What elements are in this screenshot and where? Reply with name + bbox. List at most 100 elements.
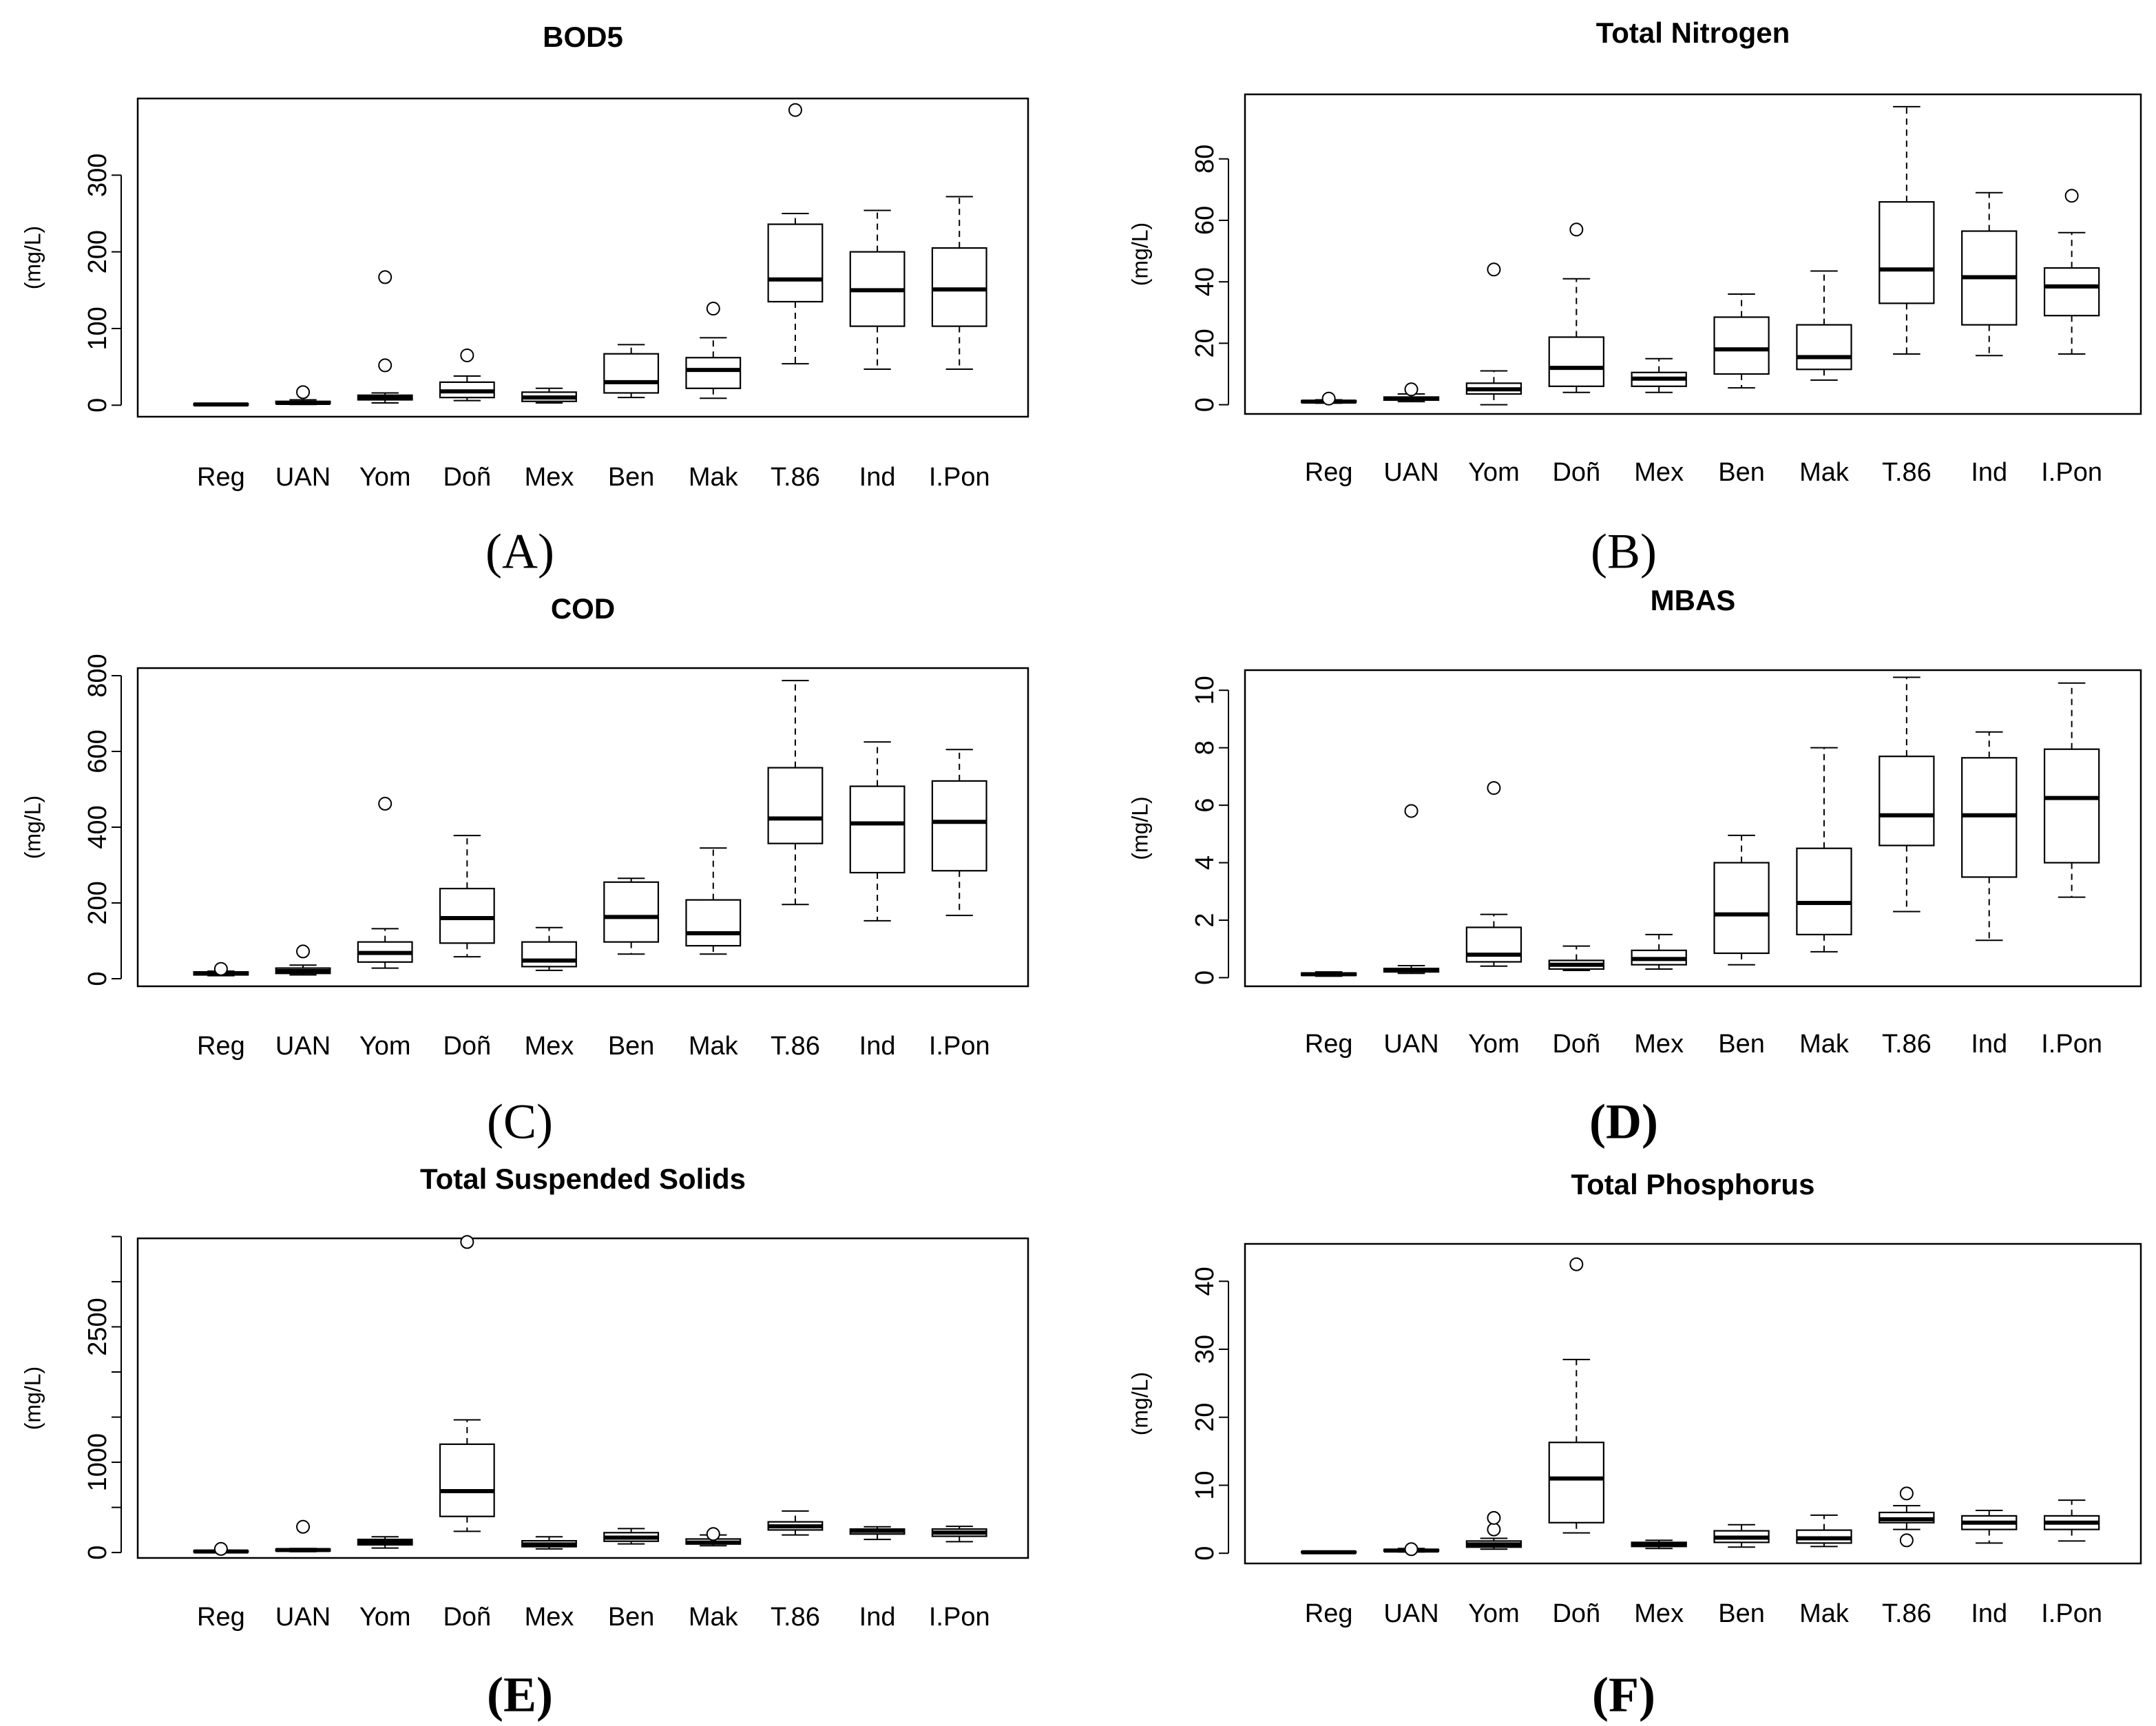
x-tick-label: Mak (1799, 458, 1850, 487)
y-tick-label: 60 (1191, 206, 1220, 235)
y-tick-label: 20 (1191, 1403, 1220, 1432)
box-I.Pon (931, 749, 987, 917)
box-Ind (849, 741, 906, 922)
y-tick-label: 8 (1191, 740, 1220, 755)
plot-frame (136, 97, 1029, 418)
box-Mex (521, 1536, 577, 1550)
box-I.Pon (931, 196, 987, 370)
x-tick-label: Mex (525, 463, 574, 492)
box-T.86 (767, 1510, 824, 1536)
box-T.86 (1878, 1486, 1935, 1548)
x-tick-label: UAN (275, 1032, 331, 1061)
box-Yom (1465, 781, 1522, 967)
plot-frame (136, 1237, 1029, 1559)
box-iqr (1713, 862, 1770, 955)
outlier-point (1899, 1533, 1914, 1548)
y-tick-label: 400 (83, 805, 112, 849)
box-Mak (1796, 270, 1852, 381)
outlier-point (788, 103, 802, 117)
box-iqr (767, 767, 824, 844)
box-iqr (1548, 1442, 1604, 1524)
x-tick-label: Ben (1718, 1599, 1765, 1628)
x-tick-label: I.Pon (2041, 458, 2102, 487)
box-iqr (2043, 748, 2100, 864)
box-iqr (767, 223, 824, 303)
y-tick-label: 2500 (83, 1298, 112, 1356)
x-tick-label: Reg (197, 1603, 245, 1632)
x-tick-label: T.86 (771, 1603, 820, 1632)
plot-frame (136, 667, 1029, 988)
box-iqr (849, 785, 906, 874)
panel-caption: (C) (487, 1094, 553, 1150)
box-Ben (603, 344, 660, 399)
y-tick-label: 800 (83, 654, 112, 697)
box-Reg (1300, 971, 1357, 977)
panel-caption: (E) (487, 1667, 553, 1723)
box-iqr (1548, 336, 1604, 387)
box-Mex (1631, 1539, 1687, 1550)
box-iqr (1713, 316, 1770, 375)
box-Doñ (1548, 222, 1604, 393)
y-axis-label: (mg/L) (20, 796, 45, 859)
box-Mex (521, 926, 577, 971)
y-tick-label: 20 (1191, 329, 1220, 357)
outlier-point (1899, 1486, 1914, 1501)
box-iqr (603, 353, 660, 394)
box-Mak (685, 847, 742, 955)
box-T.86 (1878, 676, 1935, 913)
x-tick-label: Mex (1634, 458, 1684, 487)
y-tick-label: 2 (1191, 913, 1220, 927)
box-I.Pon (2043, 189, 2100, 355)
box-iqr (2043, 267, 2100, 317)
x-tick-label: Mak (689, 463, 739, 492)
y-tick-label: 0 (1191, 397, 1220, 412)
box-iqr (603, 881, 660, 943)
box-Mak (685, 302, 742, 399)
x-tick-label: Ben (608, 1603, 655, 1632)
panel-A: BOD5 0 100 200 300 (mg/L) Reg UAN Yom Doñ Mex Ben Ma… (20, 21, 1029, 579)
box-Mak (685, 1527, 742, 1547)
box-I.Pon (2043, 1499, 2100, 1542)
box-Mex (521, 387, 577, 404)
box-UAN (1383, 804, 1440, 975)
outlier-point (378, 796, 393, 811)
y-axis-label: (mg/L) (1127, 796, 1152, 860)
chart-title: Total Suspended Solids (420, 1163, 746, 1195)
x-tick-label: Mak (689, 1032, 739, 1061)
box-UAN (275, 385, 331, 406)
box-UAN (275, 944, 331, 976)
panel-C: COD 0 200 400 600 800 (mg/L) Reg UAN Yom Doñ Mex Ben… (20, 592, 1029, 1150)
x-tick-label: Doñ (1552, 458, 1600, 487)
box-Ben (1713, 834, 1770, 966)
x-tick-label: Yom (1468, 1599, 1520, 1628)
y-tick-label: 10 (1191, 676, 1220, 705)
box-Ind (849, 1526, 906, 1541)
y-axis-label: (mg/L) (1127, 1372, 1152, 1435)
outlier-point (1487, 781, 1501, 796)
box-Doñ (1548, 1257, 1604, 1534)
box-I.Pon (931, 1526, 987, 1543)
x-tick-label: T.86 (1882, 1599, 1932, 1628)
box-Ind (1961, 1509, 2018, 1544)
x-tick-label: Yom (359, 1032, 411, 1061)
box-Ben (603, 877, 660, 955)
outlier-point (296, 385, 311, 399)
box-I.Pon (2043, 682, 2100, 898)
box-Mex (1631, 933, 1687, 970)
y-tick-label: 0 (83, 398, 112, 413)
outlier-point (1569, 222, 1584, 237)
box-iqr (439, 1443, 495, 1517)
box-Mex (1631, 357, 1687, 393)
x-tick-label: Ind (859, 1032, 896, 1061)
panel-F: Total Phosphorus 0 10 20 30 40 (mg/L) Reg UAN Yom… (1127, 1168, 2142, 1723)
x-tick-label: UAN (275, 463, 331, 492)
x-tick-label: I.Pon (2041, 1030, 2102, 1059)
chart-title: BOD5 (543, 21, 623, 53)
outlier-point (213, 1541, 228, 1556)
x-tick-label: Ben (608, 1032, 655, 1061)
x-tick-label: Doñ (1552, 1599, 1600, 1628)
x-tick-label: Yom (1468, 1030, 1520, 1059)
box-iqr (1878, 201, 1935, 304)
y-tick-label: 30 (1191, 1335, 1220, 1364)
